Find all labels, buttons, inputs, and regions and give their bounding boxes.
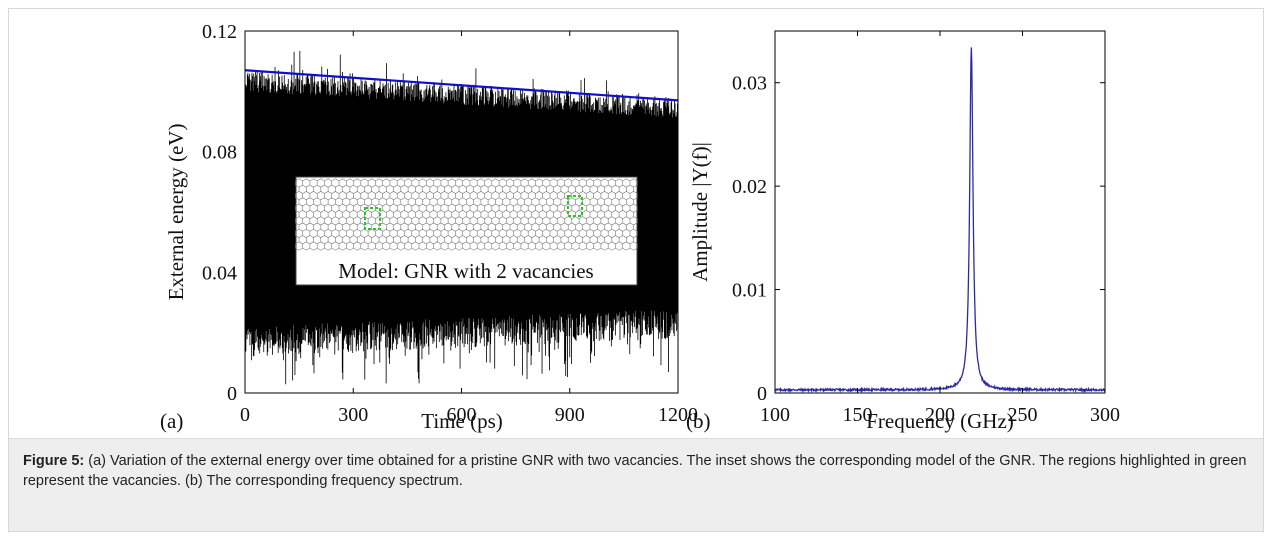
y-axis-label-b: Amplitude |Y(f)| — [688, 142, 712, 282]
x-tick-label: 0 — [240, 404, 250, 426]
y-tick-label: 0 — [757, 383, 767, 405]
figure-canvas: Model: GNR with 2 vacancies 0 300 600 900 12… — [160, 21, 1120, 433]
y-tick-label: 0.04 — [202, 262, 237, 284]
figure-caption: Figure 5: (a) Variation of the external … — [9, 438, 1263, 531]
y-axis-label-a: External energy (eV) — [164, 124, 188, 301]
energy-oscillation — [245, 50, 678, 385]
x-tick-label: 600 — [447, 404, 477, 426]
x-ticks-b: 100 150 200 250 300 — [760, 31, 1120, 426]
y-tick-label: 0.02 — [732, 176, 767, 198]
x-tick-label: 100 — [760, 404, 790, 426]
panel-label-b: (b) — [686, 409, 711, 433]
vacancy-marker-1 — [364, 207, 381, 230]
y-tick-label: 0.12 — [202, 21, 237, 43]
x-tick-label: 300 — [1090, 404, 1120, 426]
x-axis-label-a: Time (ps) — [421, 409, 503, 433]
x-axis-label-b: Frequency (GHz) — [866, 409, 1014, 433]
inset-caption: Model: GNR with 2 vacancies — [338, 259, 593, 283]
y-tick-label: 0.08 — [202, 142, 237, 164]
panel-b: 100 150 200 250 300 0 0.01 0.02 0.03 Frequency … — [686, 30, 1120, 433]
y-ticks-b: 0 0.01 0.02 0.03 — [732, 73, 1105, 405]
y-tick-label: 0.01 — [732, 280, 767, 302]
caption-text: (a) Variation of the external energy ove… — [23, 453, 1247, 489]
trend-line — [244, 69, 679, 102]
y-tick-label: 0 — [227, 383, 237, 405]
y-tick-label: 0.03 — [732, 73, 767, 95]
x-tick-label: 300 — [338, 404, 368, 426]
axes-b-box — [774, 30, 1106, 394]
panel-a: Model: GNR with 2 vacancies 0 300 600 900 12… — [160, 21, 698, 433]
x-tick-label: 150 — [843, 404, 873, 426]
x-tick-label: 250 — [1008, 404, 1038, 426]
caption-label: Figure 5: — [23, 453, 85, 469]
x-ticks-a: 0 300 600 900 1200 — [240, 31, 698, 426]
x-tick-label: 200 — [925, 404, 955, 426]
gnr-lattice — [295, 178, 638, 251]
spectrum-line — [775, 47, 1105, 393]
energy-signal — [245, 50, 678, 385]
inset-model: Model: GNR with 2 vacancies — [295, 176, 638, 286]
lattice-bonds — [295, 178, 638, 251]
y-ticks-a: 0 0.04 0.08 0.12 — [202, 21, 678, 405]
vacancy-marker-2 — [567, 195, 583, 217]
x-tick-label: 900 — [555, 404, 585, 426]
panel-label-a: (a) — [160, 409, 183, 433]
x-tick-label: 1200 — [658, 404, 698, 426]
